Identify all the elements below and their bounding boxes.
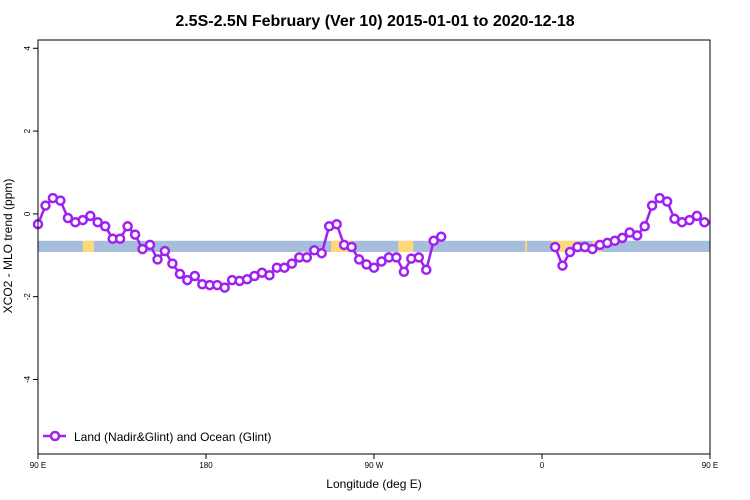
x-tick-label: 0 bbox=[540, 461, 545, 470]
data-point bbox=[62, 212, 74, 224]
data-point bbox=[152, 254, 163, 265]
data-point bbox=[114, 233, 126, 244]
data-point bbox=[435, 231, 447, 242]
data-point bbox=[549, 241, 561, 253]
data-point bbox=[92, 216, 103, 228]
data-point bbox=[661, 196, 673, 207]
land-band bbox=[398, 240, 414, 252]
y-tick-label: -2 bbox=[23, 293, 32, 301]
y-tick-label: 2 bbox=[23, 128, 32, 133]
data-point bbox=[40, 200, 51, 211]
data-point bbox=[189, 270, 201, 282]
data-point bbox=[286, 258, 298, 269]
data-point bbox=[174, 268, 186, 280]
data-point bbox=[279, 262, 290, 273]
data-point bbox=[129, 229, 141, 240]
data-point bbox=[353, 254, 365, 265]
land-band bbox=[551, 240, 580, 252]
land-band bbox=[525, 240, 528, 252]
data-point bbox=[413, 252, 425, 263]
data-point bbox=[398, 266, 410, 278]
data-point bbox=[376, 256, 387, 267]
plot-frame bbox=[37, 39, 711, 455]
data-point bbox=[55, 195, 66, 206]
data-point bbox=[391, 252, 402, 263]
y-axis-label: XCO2 - MLO trend (ppm) bbox=[1, 179, 15, 314]
data-point bbox=[159, 245, 171, 257]
data-point bbox=[699, 216, 710, 228]
data-point bbox=[564, 246, 576, 258]
y-tick-label: 0 bbox=[23, 211, 32, 216]
data-point bbox=[301, 252, 313, 263]
data-point bbox=[264, 269, 275, 281]
data-point bbox=[691, 210, 703, 222]
data-point bbox=[646, 200, 658, 211]
chart-title: 2.5S-2.5N February (Ver 10) 2015-01-01 t… bbox=[175, 13, 574, 30]
series-line bbox=[32, 192, 710, 293]
data-point bbox=[182, 274, 193, 286]
x-tick-label: 90 E bbox=[702, 461, 718, 470]
data-point bbox=[331, 218, 342, 230]
data-point bbox=[144, 239, 156, 251]
legend: Land (Nadir&Glint) and Ocean (Glint) bbox=[43, 430, 271, 444]
x-tick-label: 90 E bbox=[30, 461, 46, 470]
data-point bbox=[631, 230, 643, 241]
legend-label: Land (Nadir&Glint) and Ocean (Glint) bbox=[74, 430, 271, 444]
data-point bbox=[316, 247, 327, 259]
x-tick-label: 90 W bbox=[365, 461, 384, 470]
data-point bbox=[219, 282, 230, 293]
y-tick-label: 4 bbox=[23, 46, 32, 51]
data-point bbox=[557, 260, 568, 271]
data-point bbox=[99, 221, 111, 232]
x-axis-label: Longitude (deg E) bbox=[326, 477, 421, 491]
data-point bbox=[587, 243, 598, 255]
data-point bbox=[137, 243, 148, 255]
land-band bbox=[86, 240, 94, 252]
axes: 90 E 180 90 W 0 90 E 4 2 0 -2 -4 bbox=[23, 46, 718, 470]
data-point bbox=[346, 241, 357, 253]
y-tick-label: -4 bbox=[23, 375, 32, 383]
x-tick-label: 180 bbox=[199, 461, 213, 470]
data-point bbox=[639, 221, 650, 232]
legend-marker bbox=[49, 430, 61, 442]
data-point bbox=[85, 210, 96, 222]
data-point bbox=[77, 214, 89, 226]
data-point bbox=[428, 235, 439, 247]
data-point bbox=[167, 258, 178, 269]
data-point bbox=[368, 262, 380, 273]
data-point bbox=[421, 264, 432, 276]
data-point bbox=[684, 214, 695, 226]
data-point bbox=[617, 232, 628, 244]
ocean-band bbox=[38, 240, 710, 252]
data-point bbox=[122, 221, 133, 232]
